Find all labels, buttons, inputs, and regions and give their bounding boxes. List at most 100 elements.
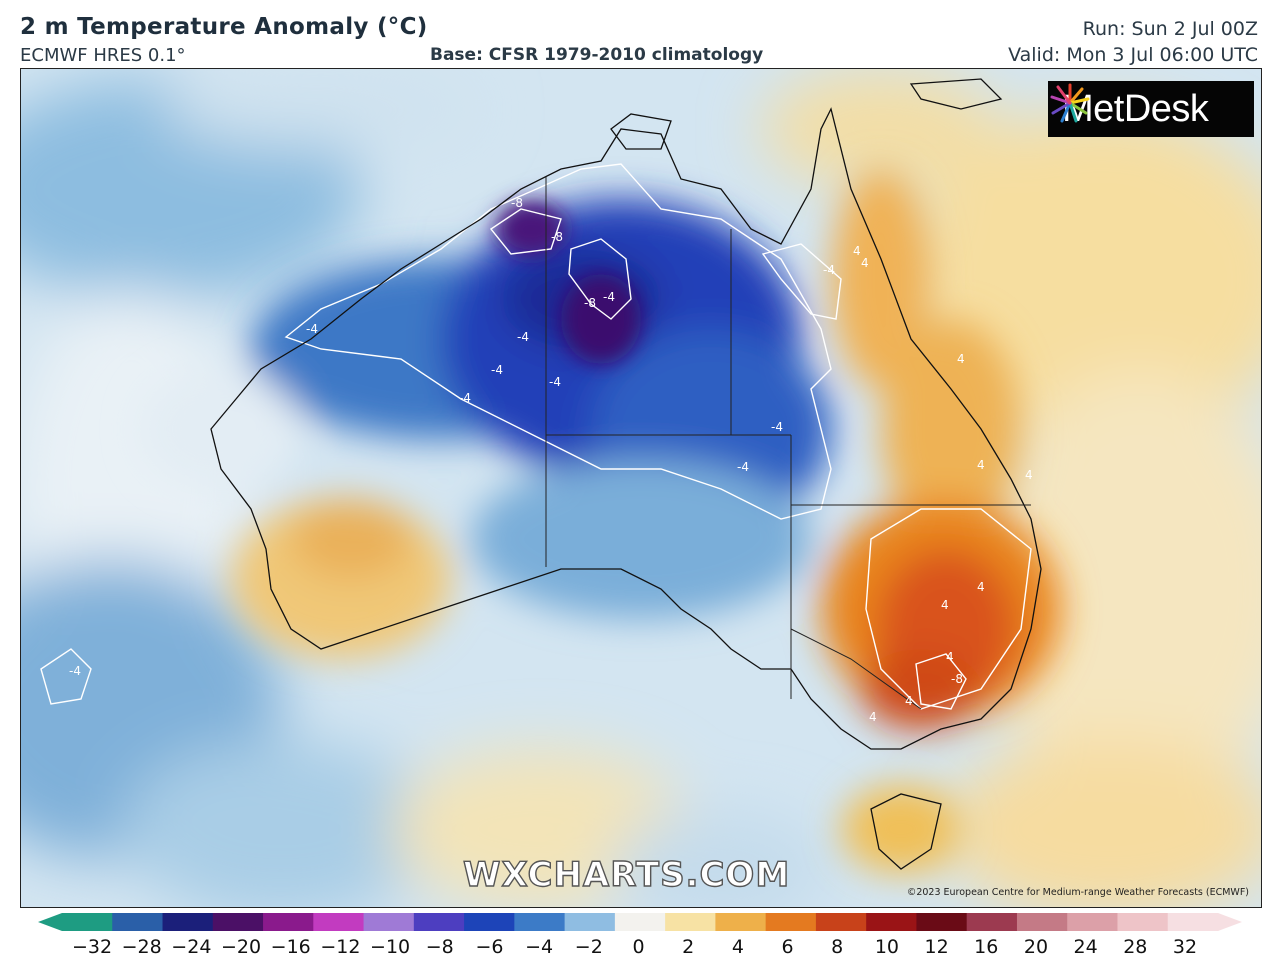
colorbar-segment [1117,913,1169,931]
colorbar-tick-label: −2 [574,936,603,958]
border-nsw-vic [790,628,922,710]
png-coastline [909,78,1003,110]
colorbar-segments [62,913,1219,931]
colorbar-segment [765,913,817,931]
colorbar-tick-label: −16 [270,936,311,958]
colorbar-tick-label: 0 [632,936,645,958]
contour-minus4-ocean [40,648,92,705]
colorbar-tick-label: 32 [1172,936,1198,958]
colorbar-tick-label: 6 [781,936,794,958]
anomaly-map[interactable]: -8 -8 -8 -4 -4 -4 -4 -4 -4 -4 -4 -4 -4 4… [20,68,1262,908]
colorbar-segment [916,913,968,931]
australia-coastline [210,107,1042,750]
colorbar-segment [62,913,113,931]
run-time-label: Run: Sun 2 Jul 00Z [1082,18,1258,40]
colorbar-tick-label: −12 [320,936,361,958]
contour-label: 4 [869,710,877,724]
colorbar-tick-label: 10 [874,936,899,958]
contour-label: 4 [861,256,869,270]
model-label: ECMWF HRES 0.1° [20,45,186,66]
contour-label: 4 [946,650,954,664]
colorbar-segment [464,913,515,931]
contour-label: 4 [977,458,985,472]
map-canvas: -8 -8 -8 -4 -4 -4 -4 -4 -4 -4 -4 -4 -4 4… [21,69,1261,907]
contour-plus8-se [915,653,967,710]
colorbar-tick-label: 4 [731,936,744,958]
colorbar-segment [263,913,314,931]
contour-label: -4 [771,420,783,434]
contour-label: -8 [511,196,523,210]
contour-label: -4 [823,263,835,277]
colorbar-segment [866,913,917,931]
colorbar-tick-labels: −32 −28 −24 −20 −16 −12 −10 −8 −6 −4 −2 0 2 4 6 8 10 12 16… [0,936,1280,966]
wxcharts-watermark: WXCHARTS.COM [462,854,791,895]
colorbar-segment [1167,913,1219,931]
colorbar-tick-label: −8 [425,936,454,958]
colorbar-tick-label: −10 [370,936,411,958]
colorbar-high-arrow [1218,913,1242,931]
colorbar-tick-label: 24 [1073,936,1098,958]
contour-label: -4 [306,322,318,336]
colorbar-tick-label: −4 [525,936,554,958]
contour-label: -4 [737,460,749,474]
colorbar-tick-label: −32 [71,936,113,958]
contour-plus4-se [865,508,1032,710]
contour-label: -4 [549,375,561,389]
contour-minus4-east [761,243,842,320]
colorbar-segment [413,913,465,931]
colorbar-tick-label: 12 [924,936,949,958]
contour-minus8-a [489,208,562,255]
colorbar-tick-label: 16 [974,936,999,958]
colorbar-tick-label: −28 [121,936,162,958]
contour-label: -4 [491,363,503,377]
colorbar-tick-label: −20 [220,936,262,958]
contour-label: 4 [977,580,985,594]
colorbar-segment [514,913,566,931]
contour-label: 4 [1025,468,1033,482]
colorbar-segment [715,913,767,931]
tasmania-coastline [870,793,942,870]
contour-label: -4 [517,330,529,344]
contour-label: -8 [551,230,563,244]
contour-label: 4 [853,244,861,258]
contour-label: -8 [951,672,963,686]
valid-time-label: Valid: Mon 3 Jul 06:00 UTC [1008,44,1258,66]
contour-label: -4 [459,391,471,405]
colorbar-tick-label: 28 [1123,936,1148,958]
contour-label: -8 [584,296,596,310]
colorbar-segment [665,913,716,931]
colorbar-segment [1067,913,1118,931]
colorbar [38,913,1242,931]
contour-minus8-b [568,238,632,320]
contour-label: -4 [69,664,81,678]
colorbar-tick-label: 20 [1023,936,1049,958]
contour-value-labels: -8 -8 -8 -4 -4 -4 -4 -4 -4 -4 -4 -4 -4 4… [69,196,1033,724]
colorbar-segment [313,913,365,931]
contour-label: -4 [603,290,615,304]
state-borders [545,177,1031,710]
colorbar-segment [363,913,415,931]
colorbar-tick-label: −6 [475,936,504,958]
colorbar-segment [815,913,867,931]
colorbar-segment [966,913,1018,931]
colorbar-segment [614,913,666,931]
colorbar-segment [162,913,214,931]
colorbar-tick-label: 2 [682,936,695,958]
coastline [210,78,1042,870]
colorbar-tick-label: 8 [831,936,844,958]
colorbar-segment [564,913,616,931]
colorbar-low-arrow [38,913,62,931]
colorbar-segment [1016,913,1068,931]
contour-label: 4 [957,352,965,366]
metdesk-burst-icon [1050,83,1090,123]
metdesk-logo-text: MetDesk [1062,87,1209,130]
climatology-base-label: Base: CFSR 1979-2010 climatology [430,45,764,65]
cold-core [496,201,641,364]
island-north [610,113,672,150]
chart-header: 2 m Temperature Anomaly (°C) ECMWF HRES … [0,0,1280,68]
chart-title: 2 m Temperature Anomaly (°C) [20,14,428,40]
contour-label: 4 [905,694,913,708]
contour-label: 4 [941,598,949,612]
copyright-notice: ©2023 European Centre for Medium-range W… [906,887,1249,898]
colorbar-segment [212,913,264,931]
